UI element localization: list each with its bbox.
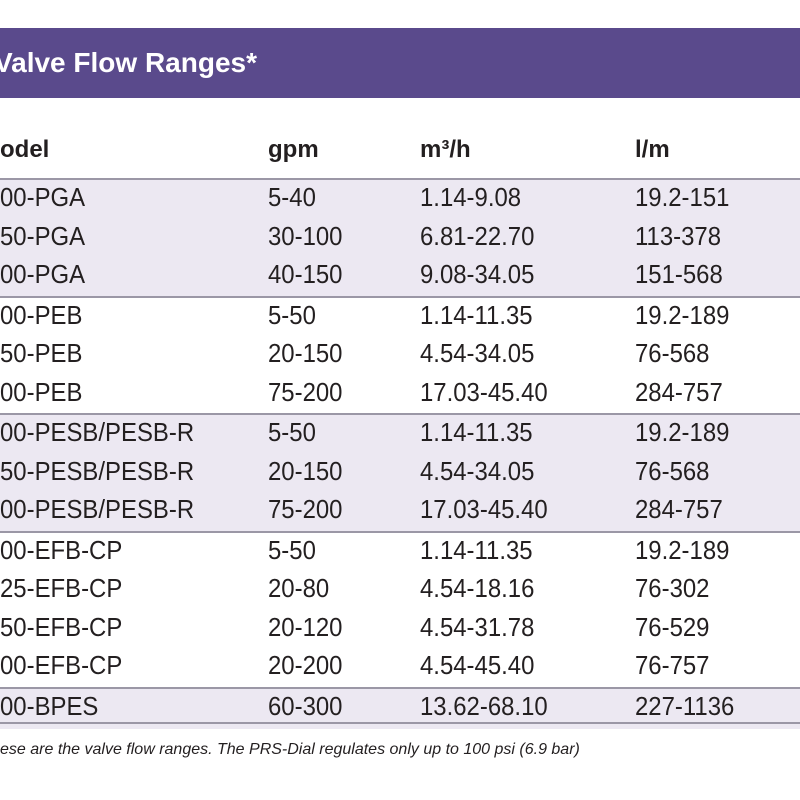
column-header: m³/h [420, 136, 471, 163]
table-cell: 4.54-34.05 [420, 455, 535, 486]
column-header: odel [0, 136, 50, 163]
table-cell: 284-757 [635, 494, 723, 524]
table-cell: 50-PEB [0, 338, 83, 368]
footnote: ese are the valve flow ranges. The PRS-D… [0, 741, 580, 758]
table-cell: 20-150 [268, 338, 343, 368]
column-header: gpm [268, 136, 319, 163]
table-cell: 20-80 [268, 573, 330, 603]
table-cell: 9.08-34.05 [420, 259, 535, 289]
table-cell: 76-529 [635, 611, 710, 642]
table-cell: 75-200 [268, 494, 343, 524]
row-group [0, 530, 800, 689]
row-group [0, 178, 800, 298]
table-bottom-rule [0, 722, 800, 724]
table-cell: 5-50 [268, 534, 316, 565]
table-cell: 40-150 [268, 259, 343, 289]
column-header: l/m [635, 136, 670, 163]
title-bar [0, 28, 800, 98]
table-cell: 113-378 [635, 220, 722, 251]
table-cell: 5-40 [268, 182, 316, 212]
row-group [0, 686, 800, 729]
table-cell: 00-PESB/PESB-R [0, 417, 195, 447]
table-cell: 1.14-11.35 [420, 417, 533, 447]
table-cell: 30-100 [268, 220, 343, 251]
table-cell: 25-EFB-CP [0, 573, 123, 603]
table-cell: 19.2-151 [635, 182, 730, 212]
table-cell: 19.2-189 [635, 417, 730, 447]
table-cell: 00-PGA [0, 259, 86, 289]
table-cell: 00-PEB [0, 299, 83, 330]
row-group [0, 413, 800, 533]
table-cell: 76-568 [635, 455, 710, 486]
table-cell: 4.54-34.05 [420, 338, 535, 368]
table-cell: 4.54-45.40 [420, 650, 535, 680]
table-cell: 5-50 [268, 417, 316, 447]
table-cell: 76-757 [635, 650, 710, 680]
table-cell: 76-568 [635, 338, 710, 368]
table-cell: 4.54-18.16 [420, 573, 535, 603]
table-cell: 60-300 [268, 690, 343, 721]
table-cell: 00-PEB [0, 376, 83, 407]
table-cell: 20-120 [268, 611, 343, 642]
table-cell: 4.54-31.78 [420, 611, 535, 642]
table-cell: 75-200 [268, 376, 343, 407]
table-cell: 6.81-22.70 [420, 220, 535, 251]
table-cell: 76-302 [635, 573, 710, 603]
table-cell: 00-EFB-CP [0, 534, 123, 565]
table-cell: 19.2-189 [635, 299, 730, 330]
table-cell: 00-PESB/PESB-R [0, 494, 195, 524]
table-cell: 17.03-45.40 [420, 376, 548, 407]
table-cell: 19.2-189 [635, 534, 730, 565]
table-cell: 1.14-11.35 [420, 299, 533, 330]
table-cell: 20-150 [268, 455, 343, 486]
table-cell: 151-568 [635, 259, 723, 289]
table-cell: 284-757 [635, 376, 723, 407]
table-cell: 1.14-9.08 [420, 182, 522, 212]
row-group [0, 295, 800, 416]
table-cell: 50-PGA [0, 220, 86, 251]
table-cell: 00-BPES [0, 690, 99, 721]
table-cell: 00-EFB-CP [0, 650, 123, 680]
table-title: Valve Flow Ranges* [0, 47, 257, 78]
table-cell: 13.62-68.10 [420, 690, 548, 721]
table-cell: 227-1136 [635, 690, 735, 721]
table-cell: 1.14-11.35 [420, 534, 533, 565]
table-cell: 17.03-45.40 [420, 494, 548, 524]
table-cell: 50-PESB/PESB-R [0, 455, 195, 486]
table-cell: 50-EFB-CP [0, 611, 123, 642]
table-cell: 00-PGA [0, 182, 86, 212]
table-cell: 5-50 [268, 299, 316, 330]
table-cell: 20-200 [268, 650, 343, 680]
